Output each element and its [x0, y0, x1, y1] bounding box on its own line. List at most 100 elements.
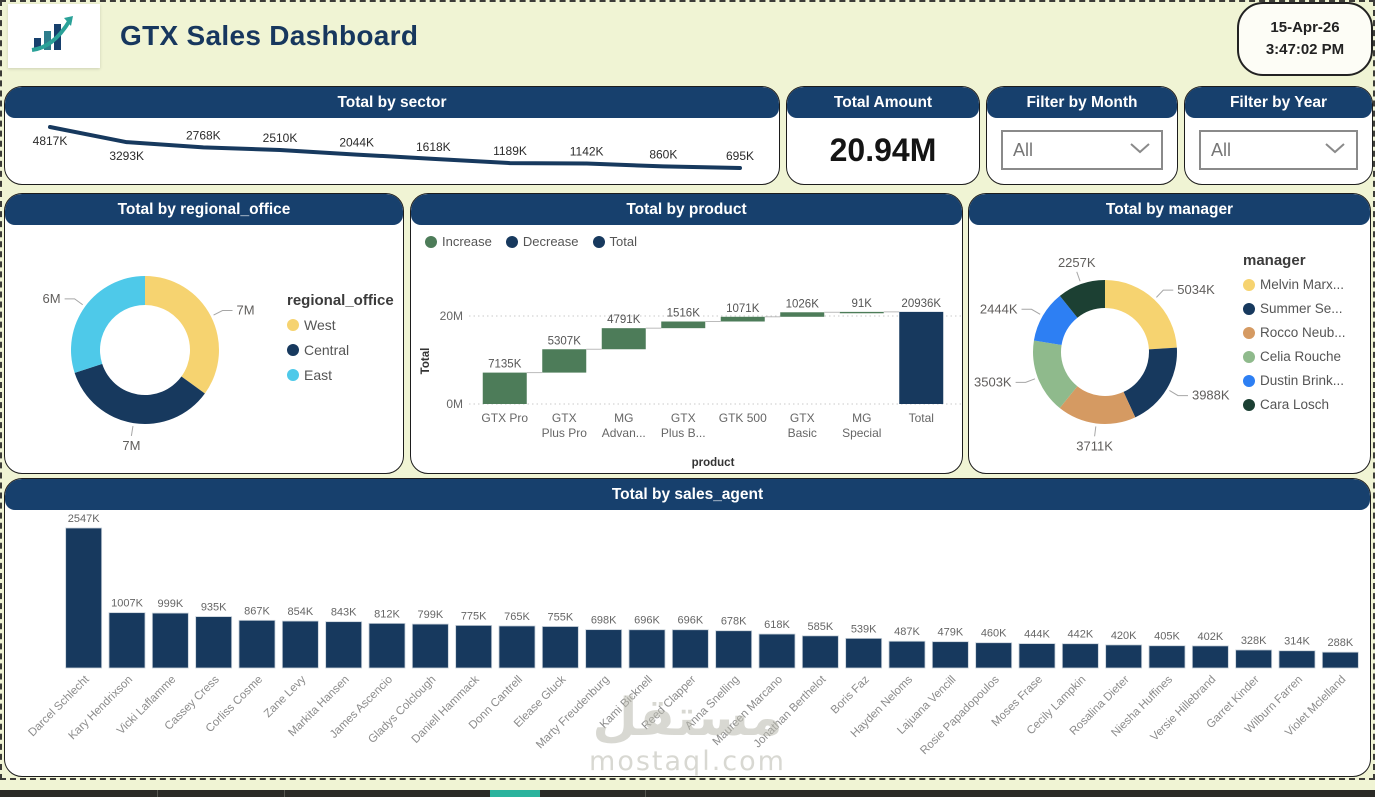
legend-label: West [304, 317, 336, 333]
chevron-down-icon [1129, 141, 1151, 159]
legend-item[interactable]: Melvin Marx... [1243, 277, 1346, 292]
legend-color-dot [1243, 302, 1255, 315]
svg-text:20M: 20M [440, 309, 463, 323]
product-chart-legend: Increase Decrease Total [411, 225, 962, 249]
svg-text:442K: 442K [1067, 629, 1093, 641]
legend-color-dot [287, 344, 299, 356]
svg-text:799K: 799K [417, 609, 443, 621]
legend-item[interactable]: East [287, 367, 394, 383]
svg-text:7135K: 7135K [488, 359, 522, 371]
legend-label: Cara Losch [1260, 397, 1330, 412]
svg-text:812K: 812K [374, 608, 400, 620]
svg-text:3988K: 3988K [1192, 388, 1230, 403]
sector-line-chart[interactable]: 4817K 3293K 2768K 2510K 2044K 1618K 1189K 1142K… [5, 118, 775, 180]
svg-text:91K: 91K [852, 298, 873, 310]
card-total-amount: Total Amount 20.94M [786, 86, 980, 185]
legend-item[interactable]: Dustin Brink... [1243, 373, 1346, 388]
svg-text:1618K: 1618K [416, 140, 451, 154]
svg-text:Jonathan Berthelot: Jonathan Berthelot [752, 673, 829, 750]
legend-item[interactable]: Summer Se... [1243, 301, 1346, 316]
product-waterfall-chart[interactable]: 0M 20M 7135K 5307K 4791K 1516K 1071K 1026K 91K 20… [413, 246, 961, 474]
legend-item[interactable]: Rocco Neub... [1243, 325, 1346, 340]
legend-item[interactable]: Cara Losch [1243, 397, 1346, 412]
svg-text:1026K: 1026K [786, 298, 820, 310]
manager-donut-chart[interactable]: 5034K 3988K 3711K 3503K 2444K 2257K [971, 228, 1239, 474]
svg-text:Total: Total [909, 411, 934, 425]
legend-color-dot [287, 319, 299, 331]
taskbar-active-segment [490, 790, 540, 797]
svg-text:2444K: 2444K [980, 301, 1018, 316]
legend-label: Increase [442, 234, 492, 249]
svg-text:402K: 402K [1197, 631, 1223, 643]
card-title-filter-month: Filter by Month [987, 87, 1177, 118]
datetime-display: 15-Apr-26 3:47:02 PM [1237, 2, 1373, 76]
svg-text:Special: Special [842, 426, 881, 440]
svg-text:860K: 860K [649, 147, 677, 161]
svg-text:Total: Total [420, 348, 432, 375]
svg-text:Zane Levy: Zane Levy [262, 673, 309, 720]
legend-item[interactable]: Decrease [505, 234, 579, 249]
legend-item[interactable]: Total [592, 234, 637, 249]
legend-item[interactable]: West [287, 317, 394, 333]
legend-color-dot [425, 235, 437, 248]
svg-text:MG: MG [852, 411, 871, 425]
svg-text:GTX Pro: GTX Pro [481, 411, 528, 425]
legend-label: Melvin Marx... [1260, 277, 1345, 292]
svg-text:695K: 695K [726, 149, 754, 163]
legend-color-dot [1243, 398, 1255, 411]
svg-text:999K: 999K [157, 598, 183, 610]
svg-text:775K: 775K [461, 610, 487, 622]
legend-label: Celia Rouche [1260, 349, 1342, 364]
legend-title: manager [1243, 252, 1306, 269]
svg-text:1071K: 1071K [726, 303, 760, 315]
card-title-product: Total by product [411, 194, 962, 225]
svg-text:1189K: 1189K [493, 144, 527, 158]
svg-text:479K: 479K [937, 627, 963, 639]
regional-office-donut-chart[interactable]: 7M 7M 6M [5, 228, 283, 474]
svg-text:3503K: 3503K [974, 374, 1012, 389]
svg-text:2547K: 2547K [68, 513, 100, 525]
card-total-by-regional-office: Total by regional_office 7M 7M 6M regional… [4, 193, 404, 474]
card-title-amount: Total Amount [787, 87, 979, 118]
card-total-by-manager: Total by manager 5034K 3988K 3711K 3503K 244… [968, 193, 1371, 474]
legend-color-dot [1243, 278, 1255, 291]
svg-text:314K: 314K [1284, 636, 1310, 648]
svg-text:539K: 539K [851, 623, 877, 635]
svg-text:1516K: 1516K [667, 308, 701, 320]
svg-text:487K: 487K [894, 626, 920, 638]
year-filter-value: All [1211, 139, 1232, 160]
svg-text:product: product [692, 457, 735, 469]
svg-text:1007K: 1007K [111, 598, 143, 610]
taskbar-strip[interactable] [0, 790, 1375, 797]
date-text: 15-Apr-26 [1270, 19, 1340, 37]
svg-text:2768K: 2768K [186, 128, 221, 142]
legend-color-dot [505, 235, 518, 248]
year-filter-dropdown[interactable]: All [1199, 130, 1358, 170]
svg-text:GTX: GTX [552, 411, 577, 425]
svg-text:GTX: GTX [671, 411, 696, 425]
page-title: GTX Sales Dashboard [120, 20, 419, 51]
svg-text:843K: 843K [331, 607, 357, 619]
legend-item[interactable]: Central [287, 342, 394, 358]
svg-text:7M: 7M [237, 303, 255, 318]
chevron-down-icon [1324, 141, 1346, 159]
svg-text:5307K: 5307K [548, 335, 582, 347]
card-title-manager: Total by manager [969, 194, 1370, 225]
trending-bar-chart-icon [28, 12, 80, 61]
svg-text:0M: 0M [446, 397, 463, 411]
app-logo [8, 4, 100, 68]
svg-text:444K: 444K [1024, 629, 1050, 641]
month-filter-dropdown[interactable]: All [1001, 130, 1163, 170]
legend-item[interactable]: Celia Rouche [1243, 349, 1346, 364]
svg-text:698K: 698K [591, 615, 617, 627]
legend-item[interactable]: Increase [425, 234, 492, 249]
svg-text:MG: MG [614, 411, 633, 425]
svg-text:460K: 460K [981, 628, 1007, 640]
card-total-by-product: Total by product Increase Decrease Total 0… [410, 193, 963, 474]
card-total-by-sales-agent: Total by sales_agent 2547K Darcel Schlech… [4, 478, 1371, 777]
legend-color-dot [592, 235, 605, 248]
card-title-agent: Total by sales_agent [5, 479, 1370, 510]
svg-text:Basic: Basic [788, 426, 817, 440]
svg-text:Plus B...: Plus B... [661, 426, 706, 440]
